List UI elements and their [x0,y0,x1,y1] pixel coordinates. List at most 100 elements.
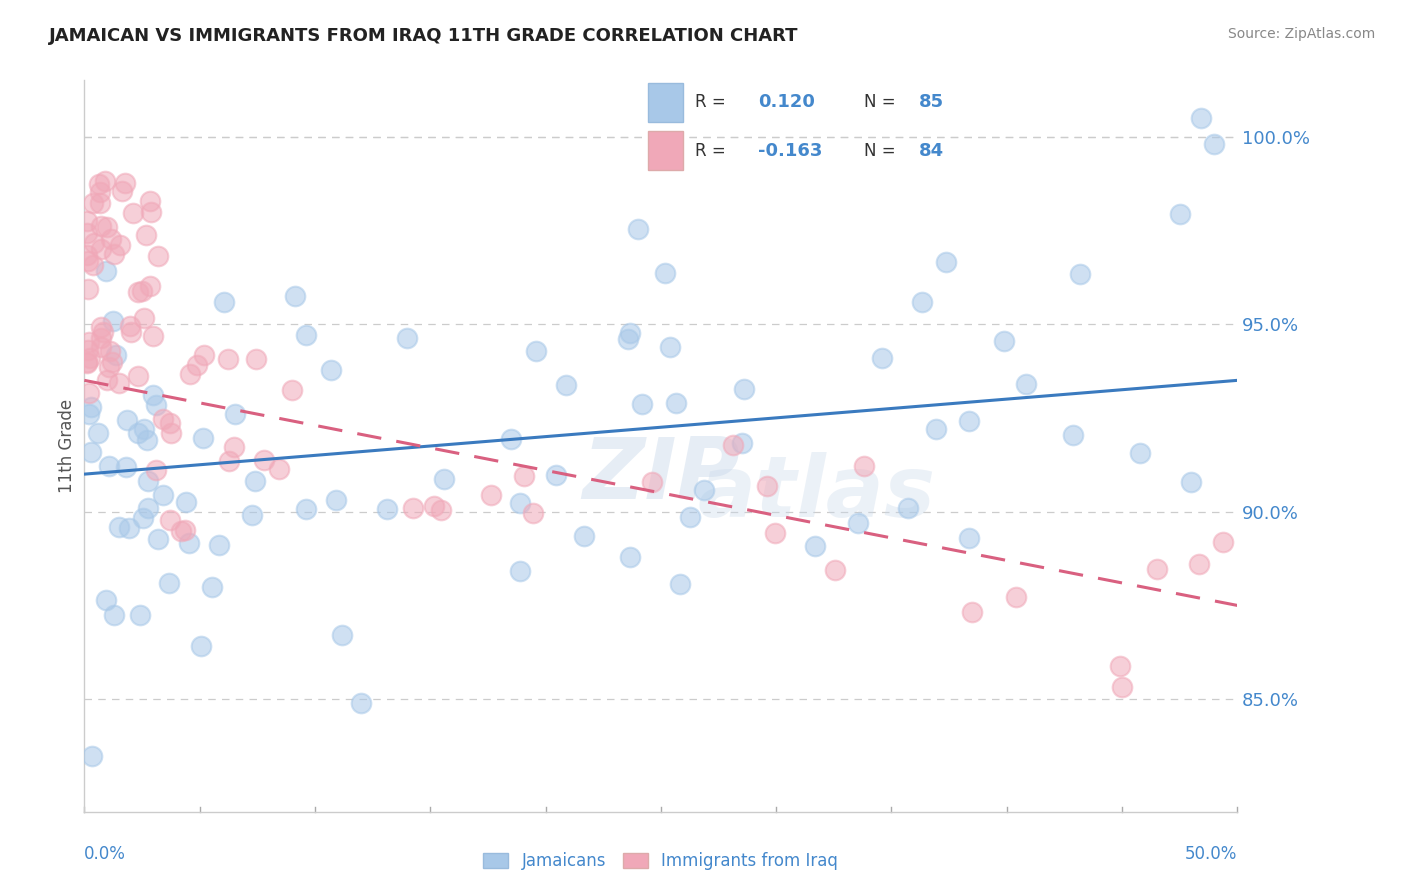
Point [429,502,451,516]
Point [96,264,118,278]
Point [80,401,103,415]
Point [141,204,163,219]
Point [509,565,531,579]
Point [128,285,150,300]
Point [897,500,920,515]
Point [76,248,98,262]
Point [479,488,502,502]
Point [83,235,105,250]
Text: 84: 84 [920,142,945,160]
Text: atlas: atlas [697,452,935,535]
Point [396,331,419,345]
Point [120,319,142,334]
Point [146,532,169,546]
Point [658,340,681,354]
Text: -0.163: -0.163 [758,142,823,160]
Text: R =: R = [695,142,725,160]
Point [295,502,318,516]
Point [846,516,869,530]
Point [572,529,595,543]
Point [284,289,307,303]
Point [108,237,131,252]
Point [76,343,98,357]
Point [245,351,267,366]
Point [824,563,846,577]
Point [217,352,239,367]
Point [173,523,195,537]
Point [330,627,353,641]
Point [402,500,425,515]
Point [433,472,456,486]
Point [142,388,165,402]
Point [1168,207,1191,221]
Text: N =: N = [865,142,896,160]
Point [1212,535,1234,549]
Point [1146,562,1168,576]
Point [513,469,536,483]
Point [82,196,104,211]
Point [159,513,181,527]
Point [159,416,181,430]
Point [993,334,1015,348]
Point [191,431,214,445]
Point [135,433,157,447]
Point [1108,659,1130,673]
Point [911,294,934,309]
Point [139,279,162,293]
Point [957,531,980,545]
Text: ZIP: ZIP [582,434,740,516]
Y-axis label: 11th Grade: 11th Grade [58,399,76,493]
Point [1189,111,1212,125]
Text: JAMAICAN VS IMMIGRANTS FROM IRAQ 11TH GRADE CORRELATION CHART: JAMAICAN VS IMMIGRANTS FROM IRAQ 11TH GR… [49,27,799,45]
Point [1204,136,1226,151]
Point [127,368,149,383]
Bar [648,83,683,122]
Point [157,576,180,591]
Point [554,377,576,392]
Point [853,458,876,473]
Point [103,608,125,623]
Point [80,749,103,764]
Bar [648,131,683,170]
Point [76,213,98,227]
Point [89,219,111,234]
Point [120,325,142,339]
Point [90,331,112,345]
Point [665,396,688,410]
Point [90,242,112,256]
Point [146,249,169,263]
Text: 50.0%: 50.0% [1185,846,1237,863]
Point [76,356,98,370]
Point [76,226,98,240]
Point [240,508,263,522]
Point [96,220,118,235]
Point [89,186,111,200]
Point [76,355,98,369]
Text: 0.120: 0.120 [758,94,814,112]
Point [1005,590,1028,604]
Point [193,348,215,362]
Point [1188,557,1211,571]
Point [870,351,893,365]
Point [91,325,114,339]
Point [108,376,131,390]
Point [135,227,157,242]
Point [957,414,980,428]
Point [145,463,167,477]
Point [77,408,100,422]
Point [90,339,112,353]
Point [138,501,160,516]
Point [654,266,676,280]
Point [756,479,779,493]
Point [218,453,240,467]
Point [179,536,201,550]
Point [90,319,112,334]
Point [101,355,124,369]
Point [501,432,523,446]
Point [94,174,117,188]
Point [142,328,165,343]
Point [201,581,224,595]
Point [117,413,139,427]
Point [679,509,702,524]
Point [423,499,446,513]
